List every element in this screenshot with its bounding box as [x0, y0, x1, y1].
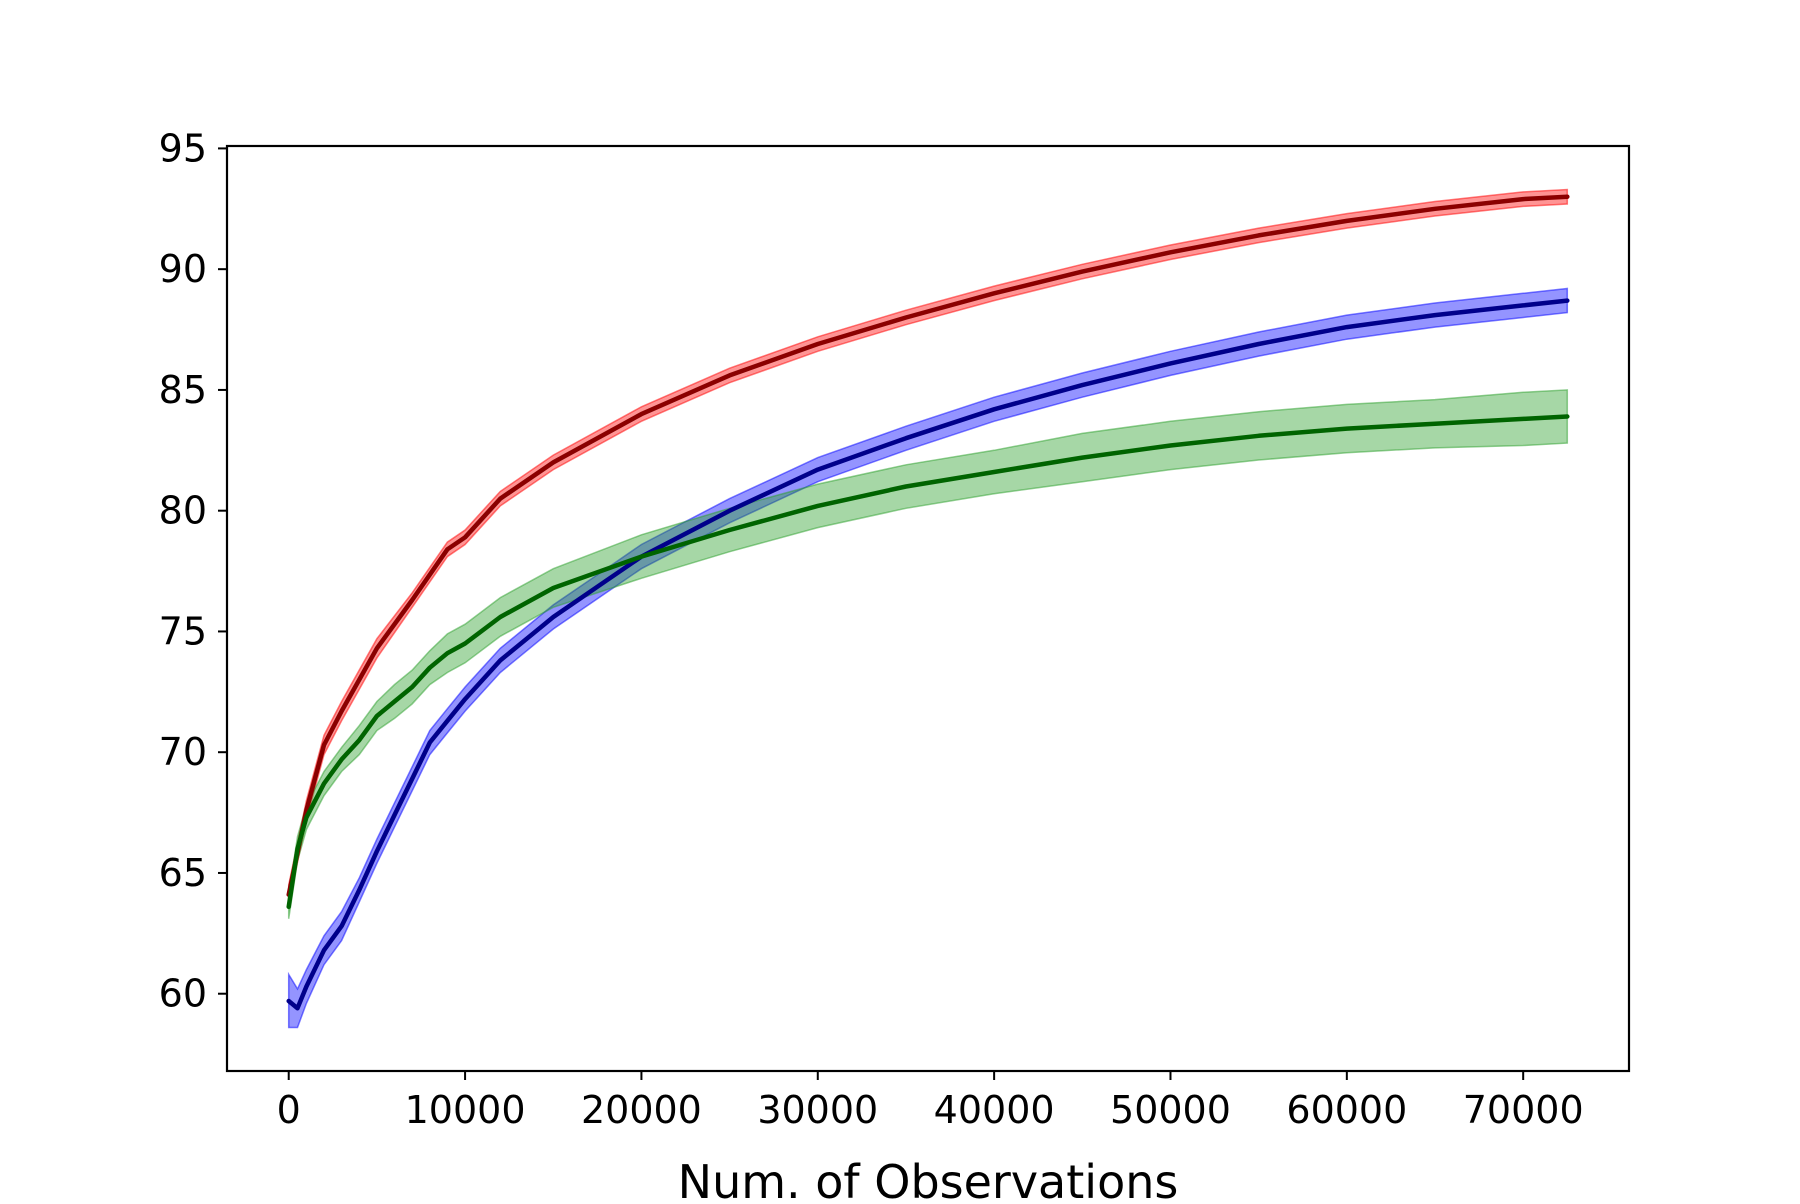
x-tick-label: 30000 [757, 1088, 878, 1132]
y-tick-label: 70 [159, 730, 207, 774]
confidence-bands [287, 188, 1569, 1029]
series-line-3 [286, 414, 1570, 910]
x-tick-label: 70000 [1463, 1088, 1584, 1132]
y-tick-label: 90 [159, 247, 207, 291]
x-axis: 0 10000 20000 30000 40000 50000 60000 70000 [277, 1071, 1584, 1132]
y-tick-label: 65 [159, 851, 207, 895]
y-axis: 60 65 70 75 80 85 90 95 [159, 126, 227, 1016]
y-tick-label: 60 [159, 972, 207, 1016]
x-axis-title: Num. of Observations [678, 1155, 1179, 1200]
confidence-band-3 [287, 389, 1569, 919]
confidence-band-2 [287, 287, 1569, 1029]
y-tick-label: 75 [159, 609, 207, 653]
x-tick-label: 50000 [1110, 1088, 1231, 1132]
x-tick-label: 40000 [934, 1088, 1055, 1132]
x-tick-label: 60000 [1286, 1088, 1407, 1132]
plot-area-frame [225, 144, 1631, 1073]
y-tick-label: 80 [159, 489, 207, 533]
confidence-band-1 [287, 188, 1569, 905]
y-tick-label: 95 [159, 126, 207, 170]
y-tick-label: 85 [159, 368, 207, 412]
series-line-2 [286, 298, 1570, 1011]
x-tick-label: 0 [277, 1088, 301, 1132]
series-lines [286, 194, 1570, 1011]
x-tick-label: 20000 [581, 1088, 702, 1132]
series-line-1 [286, 194, 1570, 897]
x-tick-label: 10000 [405, 1088, 526, 1132]
